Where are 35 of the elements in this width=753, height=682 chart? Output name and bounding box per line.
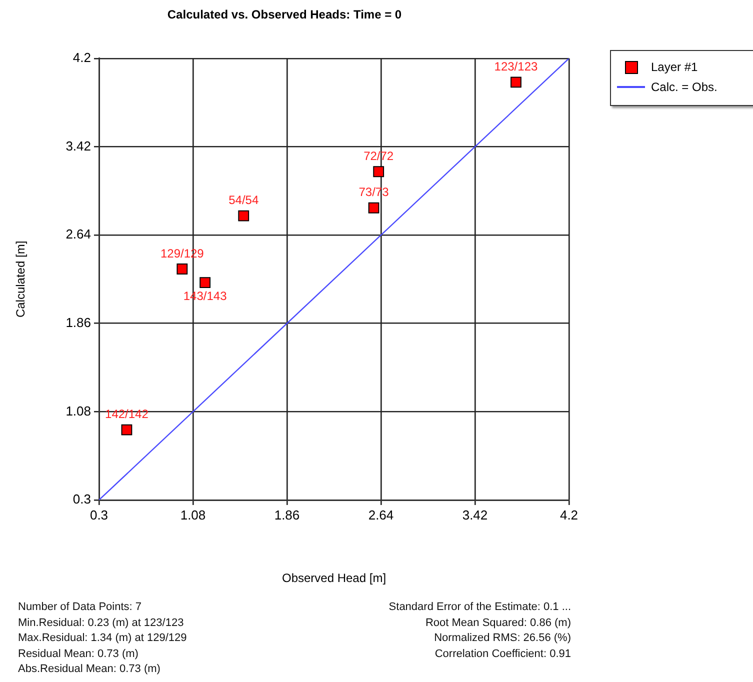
x-tick-label: 0.3 — [90, 507, 108, 522]
legend-label: Calc. = Obs. — [651, 80, 718, 94]
y-tick-label: 2.64 — [66, 226, 91, 242]
x-tick-label: 3.42 — [462, 507, 488, 522]
text: Normalized RMS: 26.56 (%) — [433, 631, 571, 646]
text: Abs.Residual Mean: 0.73 (m) — [18, 662, 162, 677]
text: Correlation Coefficient: 0.91 — [434, 646, 571, 662]
text: Root Mean Squared: 0.86 (m) — [424, 616, 571, 630]
chart-title: Calculated vs. Observed Heads: Time = 0 — [167, 8, 402, 22]
annotation: 54/54 — [228, 193, 259, 208]
point — [200, 277, 210, 288]
y-tick-label: 4.2 — [72, 50, 91, 65]
point — [373, 166, 384, 178]
x-tick-label: 1.08 — [180, 507, 206, 522]
point — [368, 202, 380, 214]
text: Min.Residual: 0.23 (m) at 123/123 — [18, 616, 185, 630]
y-tick-label: 1.86 — [66, 314, 91, 330]
x-tick-label: 2.64 — [368, 507, 394, 522]
point — [121, 424, 132, 436]
y-tick-label: 3.42 — [66, 138, 91, 154]
text: Max.Residual: 1.34 (m) at 129/129 — [18, 631, 187, 646]
point — [238, 210, 250, 222]
point — [176, 264, 188, 274]
y-axis-title: Calculated [m] — [14, 240, 28, 318]
annotation: 123/123 — [494, 59, 538, 74]
x-axis-title: Observed Head [m] — [282, 571, 386, 586]
y-tick-label: 0.3 — [72, 492, 91, 507]
point — [510, 76, 522, 88]
legend-label: Layer #1 — [651, 60, 698, 74]
x-tick-label: 4.2 — [560, 507, 578, 522]
text: Number of Data Points: 7 — [18, 600, 143, 615]
text: Standard Error of the Estimate: 0.1 ... — [388, 600, 571, 615]
x-tick-label: 1.86 — [274, 507, 300, 522]
text: Residual Mean: 0.73 (m) — [18, 646, 140, 662]
y-tick-label: 1.08 — [66, 403, 91, 418]
